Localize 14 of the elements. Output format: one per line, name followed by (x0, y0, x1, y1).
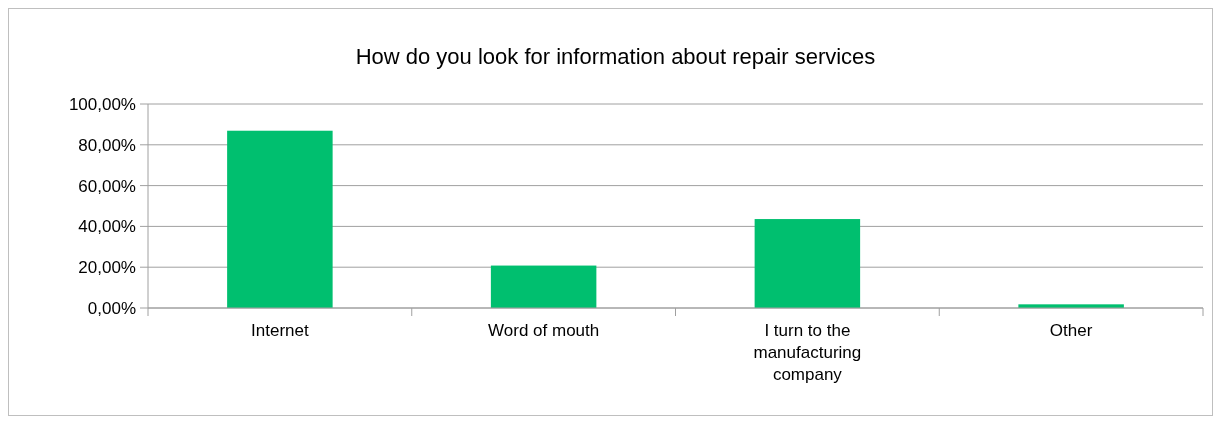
x-tick-label: Other (1049, 321, 1093, 340)
x-tick-label: Internet (251, 321, 309, 340)
y-tick-label: 100,00% (68, 94, 136, 114)
y-tick-label: 60,00% (78, 176, 136, 196)
chart-title: How do you look for information about repair services (355, 44, 876, 69)
x-tick-label: Word of mouth (488, 321, 600, 340)
x-tick-label: I turn to the manufacturing company (753, 321, 862, 384)
bar (490, 265, 597, 308)
y-tick-label: 40,00% (78, 217, 136, 237)
y-tick-label: 0,00% (87, 298, 136, 318)
bar (227, 130, 333, 308)
bar (754, 219, 861, 308)
y-tick-label: 80,00% (78, 135, 136, 155)
y-tick-label: 20,00% (78, 258, 136, 278)
